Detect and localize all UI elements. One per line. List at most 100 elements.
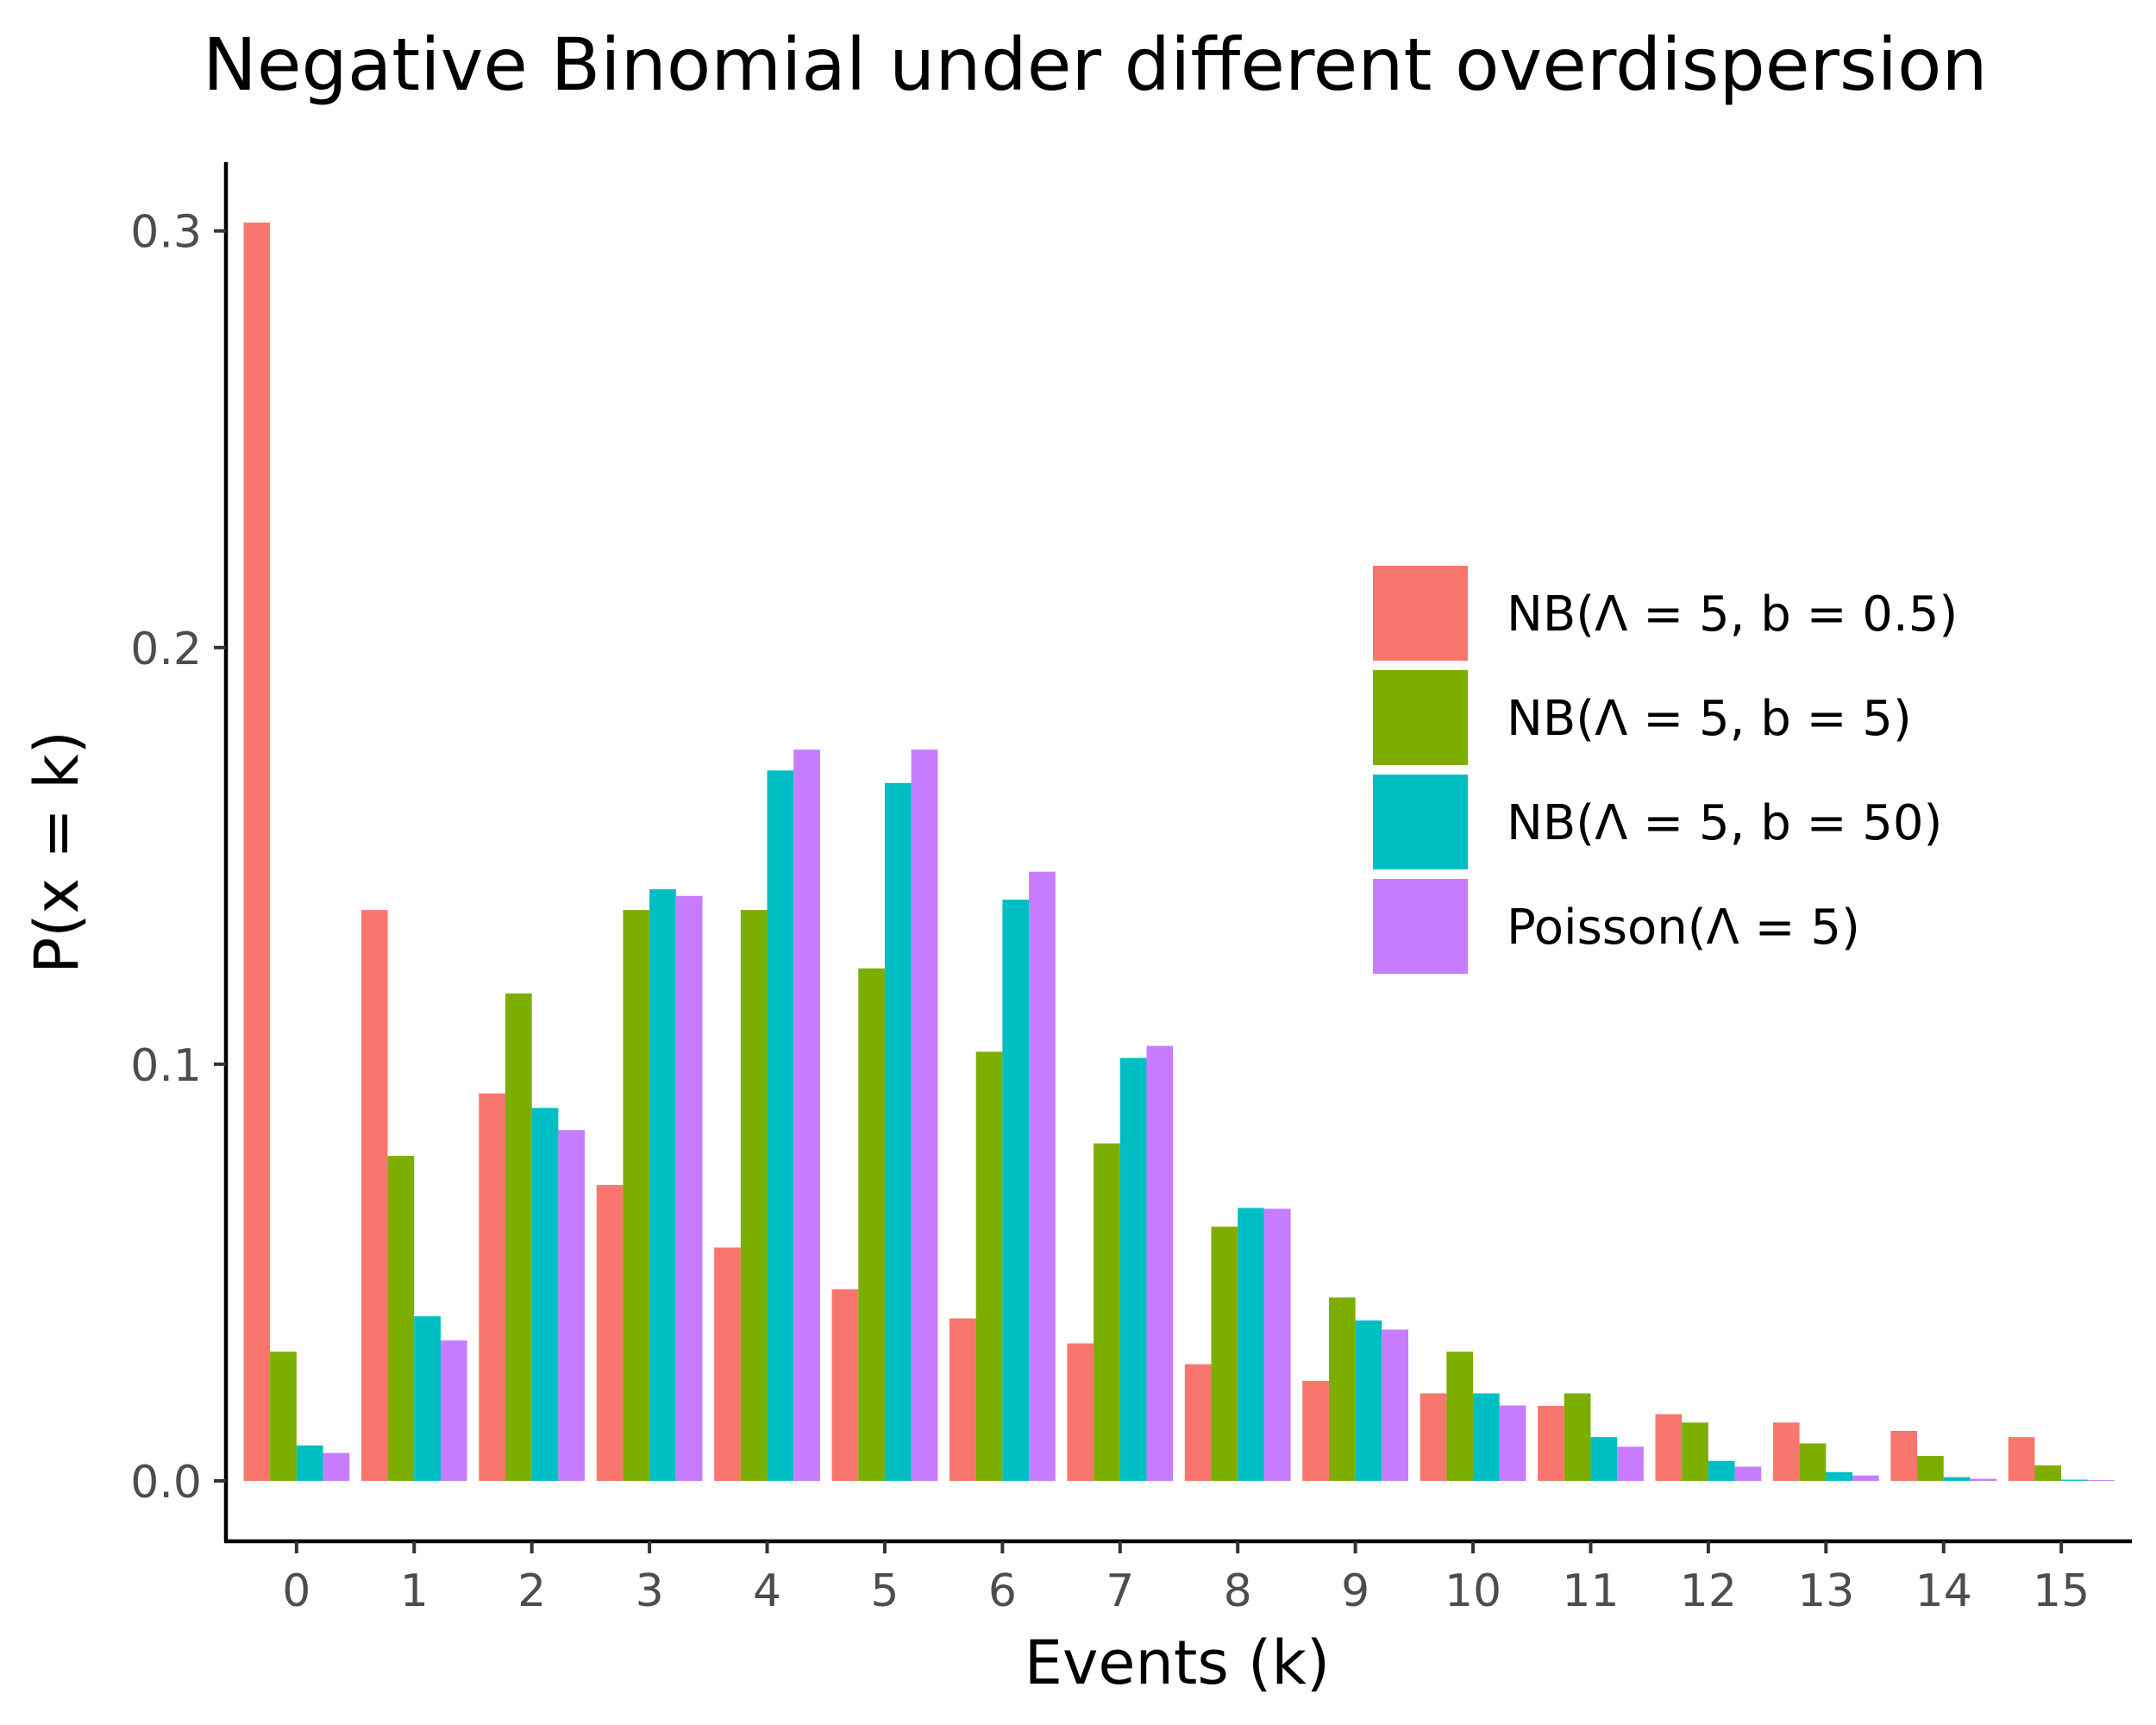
bar-series-1-k-9 [1328,1297,1356,1481]
bar-series-3-k-9 [1382,1329,1409,1481]
bar-series-2-k-2 [531,1107,559,1481]
y-axis-title: P(x = k) [22,731,92,974]
legend-label-3: Poisson(Λ = 5) [1507,900,1860,956]
bar-series-1-k-4 [740,910,768,1481]
bar-series-2-k-15 [2061,1479,2088,1481]
bar-series-2-k-14 [1943,1477,1971,1481]
x-tick-label: 0 [282,1565,310,1617]
bar-series-0-k-12 [1655,1414,1683,1481]
bar-series-0-k-7 [1067,1343,1094,1481]
legend-key-0 [1373,566,1468,661]
bar-series-3-k-6 [1029,871,1056,1481]
bar-series-1-k-8 [1211,1226,1238,1481]
x-tick-label: 10 [1445,1565,1501,1617]
bar-series-0-k-14 [1890,1430,1918,1481]
x-tick-label: 11 [1562,1565,1619,1617]
bar-series-3-k-11 [1617,1446,1644,1481]
bar-series-1-k-1 [387,1156,415,1481]
bar-series-3-k-0 [323,1452,350,1481]
y-axis: 0.0 0.1 0.2 0.3 [130,207,226,1509]
bar-series-1-k-7 [1094,1143,1120,1481]
bar-series-2-k-5 [884,782,912,1481]
x-tick-label: 1 [400,1565,429,1617]
x-tick-label: 9 [1341,1565,1369,1617]
y-tick-label: 0.2 [130,624,202,675]
bar-series-0-k-3 [596,1184,624,1481]
bar-series-0-k-1 [360,910,388,1481]
bar-series-2-k-4 [767,770,794,1481]
x-tick-label: 4 [753,1565,781,1617]
bar-series-0-k-4 [714,1247,741,1481]
bar-series-2-k-0 [296,1445,323,1481]
bar-series-2-k-6 [1002,900,1030,1481]
bar-series-1-k-14 [1917,1455,1944,1481]
x-axis-title: Events (k) [1025,1628,1330,1698]
bar-series-2-k-7 [1119,1057,1147,1481]
bar-series-0-k-6 [949,1318,976,1481]
bar-series-2-k-10 [1473,1393,1500,1481]
chart-title: Negative Binomial under different overdi… [203,22,1988,107]
legend-label-0: NB(Λ = 5, b = 0.5) [1507,586,1958,643]
bar-series-3-k-7 [1146,1045,1174,1481]
series-3 [323,750,2115,1481]
x-tick-label: 12 [1680,1565,1737,1617]
bar-series-0-k-9 [1302,1381,1329,1481]
bar-series-2-k-13 [1826,1471,1852,1481]
x-tick-label: 5 [870,1565,899,1617]
bar-series-0-k-0 [243,223,271,1481]
bar-series-2-k-3 [649,888,676,1481]
bar-series-2-k-1 [414,1316,441,1481]
bar-series-1-k-10 [1446,1352,1474,1481]
bar-series-1-k-15 [2034,1465,2062,1481]
x-axis: 0 1 2 3 4 5 6 7 8 9 10 11 12 13 14 15 [282,1541,2090,1617]
bar-series-1-k-2 [505,993,532,1481]
series-2 [296,770,2088,1481]
bar-series-3-k-14 [1970,1478,1997,1481]
bar-series-0-k-13 [1772,1422,1800,1481]
y-tick-label: 0.0 [130,1457,202,1509]
bar-series-2-k-9 [1355,1320,1382,1481]
bar-series-0-k-11 [1538,1406,1564,1481]
bar-series-3-k-8 [1263,1208,1291,1481]
bar-series-3-k-5 [911,750,938,1481]
bar-series-1-k-3 [623,910,650,1481]
y-tick-label: 0.1 [130,1040,202,1092]
legend-label-2: NB(Λ = 5, b = 50) [1507,795,1942,851]
bar-series-3-k-3 [675,895,703,1481]
bar-series-0-k-2 [479,1093,505,1481]
x-tick-label: 15 [2033,1565,2090,1617]
bar-series-2-k-12 [1708,1460,1735,1481]
bar-series-2-k-8 [1238,1208,1264,1481]
bar-series-3-k-4 [793,750,820,1481]
bar-series-1-k-6 [975,1051,1003,1481]
x-tick-label: 7 [1106,1565,1134,1617]
bar-series-1-k-0 [270,1352,297,1481]
legend-key-1 [1373,670,1468,765]
bar-series-1-k-5 [858,968,885,1481]
bars-layer [243,223,2115,1481]
x-tick-label: 13 [1797,1565,1854,1617]
bar-series-0-k-8 [1184,1364,1212,1481]
series-0 [243,223,2035,1481]
bar-series-3-k-10 [1499,1405,1526,1481]
bar-series-1-k-11 [1564,1393,1591,1481]
bar-series-1-k-13 [1799,1443,1827,1481]
bar-series-0-k-10 [1420,1393,1447,1481]
bar-series-3-k-12 [1734,1466,1762,1481]
bar-series-3-k-2 [558,1130,586,1481]
legend: NB(Λ = 5, b = 0.5) NB(Λ = 5, b = 5) NB(Λ =… [1373,566,1958,974]
legend-label-1: NB(Λ = 5, b = 5) [1507,691,1912,747]
x-tick-label: 8 [1224,1565,1252,1617]
bar-series-3-k-15 [2087,1479,2115,1481]
y-tick-label: 0.3 [130,207,202,259]
x-tick-label: 2 [517,1565,546,1617]
bar-series-0-k-5 [831,1289,859,1481]
legend-key-2 [1373,775,1468,869]
legend-key-3 [1373,879,1468,974]
bar-series-0-k-15 [2008,1437,2035,1481]
x-tick-label: 3 [636,1565,664,1617]
x-tick-label: 6 [988,1565,1017,1617]
bar-series-1-k-12 [1682,1422,1708,1481]
x-tick-label: 14 [1915,1565,1972,1617]
